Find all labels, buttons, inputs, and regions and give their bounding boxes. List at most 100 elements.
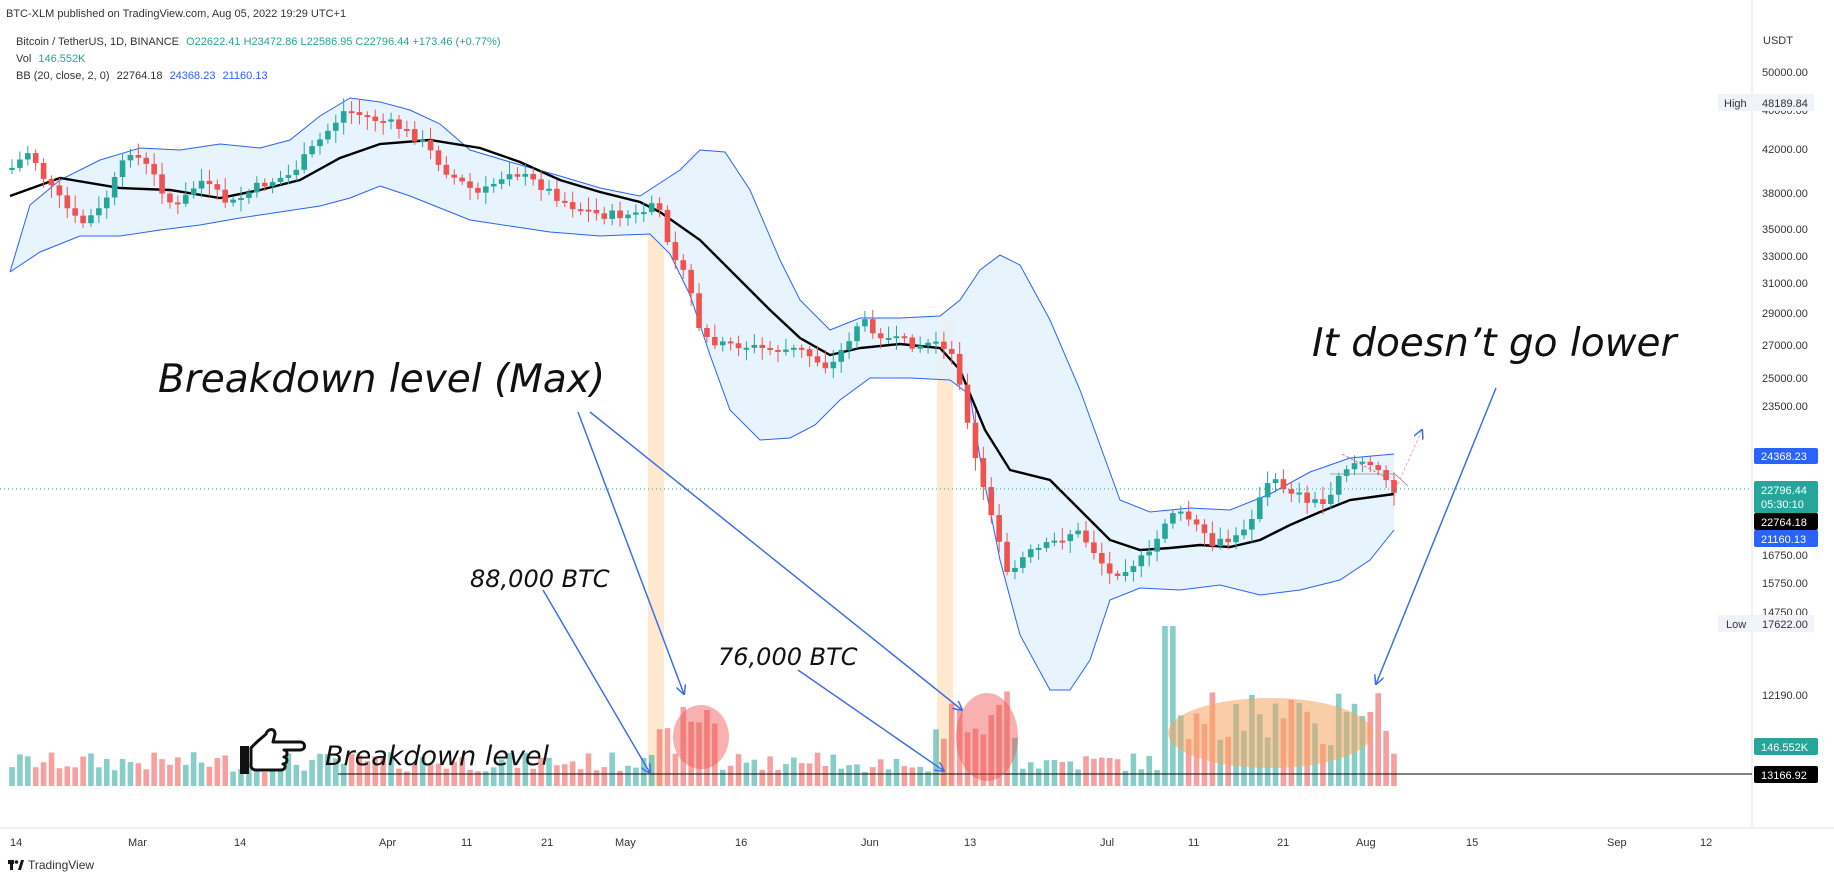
- volume-bar: [727, 765, 734, 786]
- candle-body: [451, 174, 458, 178]
- annotation-breakdown-max[interactable]: Breakdown level (Max): [158, 357, 605, 402]
- candle-body: [546, 188, 552, 191]
- badge-bb-lower: 21160.13: [1754, 530, 1818, 547]
- candle-body: [1154, 538, 1160, 552]
- candle-body: [759, 344, 766, 349]
- tradingview-footer[interactable]: TradingView: [8, 858, 94, 872]
- candle-body: [317, 139, 323, 147]
- volume-bar: [111, 770, 118, 786]
- volume-bar: [1162, 626, 1168, 786]
- candle-body: [1217, 538, 1224, 547]
- volume-bar: [443, 768, 450, 786]
- volume-bar: [1091, 758, 1097, 786]
- candle-body: [388, 119, 394, 122]
- legend-close: C22796.44: [355, 36, 410, 48]
- volume-ellipse-july: [1168, 698, 1372, 768]
- volume-bar: [609, 752, 615, 786]
- volume-bar: [198, 762, 205, 786]
- candle-body: [1027, 549, 1034, 558]
- volume-bar: [601, 767, 608, 786]
- volume-bar: [854, 764, 860, 786]
- candle-body: [1177, 511, 1184, 514]
- volume-circle-may: [673, 705, 729, 769]
- candle-body: [806, 349, 813, 357]
- annotation-88k-btc[interactable]: 88,000 BTC: [470, 565, 610, 593]
- volume-bar: [301, 770, 307, 786]
- volume-bar: [625, 765, 631, 786]
- volume-bar: [222, 755, 229, 786]
- legend-bb-label[interactable]: BB (20, close, 2, 0): [16, 70, 110, 82]
- candle-body: [846, 341, 852, 350]
- volume-bar: [48, 752, 55, 786]
- volume-bar: [1035, 768, 1042, 786]
- candle-body: [664, 209, 671, 243]
- candle-body: [277, 177, 284, 183]
- volume-bar: [411, 764, 418, 786]
- volume-bar: [348, 753, 355, 786]
- legend-symbol[interactable]: Bitcoin / TetherUS, 1D, BINANCE: [16, 36, 180, 48]
- volume-bar: [483, 771, 489, 786]
- arrow-doesnt-go-lower: [1376, 387, 1497, 684]
- candle-body: [948, 348, 955, 354]
- candle-body: [1146, 551, 1152, 556]
- volume-bar: [664, 728, 671, 786]
- volume-bar: [633, 767, 639, 786]
- legend-vol-label[interactable]: Vol: [16, 53, 32, 65]
- volume-bar: [1114, 759, 1121, 786]
- candle-body: [1075, 530, 1081, 535]
- price-tick-label: 15750.00: [1762, 578, 1808, 590]
- candle-body: [435, 150, 442, 165]
- price-tick-label: 50000.00: [1762, 67, 1808, 79]
- highlight-column-june: [937, 322, 953, 786]
- candle-body: [625, 214, 631, 219]
- volume-bar: [988, 715, 995, 786]
- volume-bar: [869, 767, 876, 786]
- legend-symbol-row: Bitcoin / TetherUS, 1D, BINANCE O22622.4…: [16, 34, 501, 51]
- candle-body: [814, 356, 821, 363]
- volume-bar: [696, 722, 702, 786]
- candle-body: [301, 154, 307, 170]
- candle-body: [1304, 492, 1310, 503]
- arrow-max-to-may: [577, 411, 684, 694]
- time-tick-label: 14: [234, 837, 246, 849]
- candle-body: [103, 197, 110, 209]
- candle-body: [475, 187, 481, 193]
- candle-body: [704, 328, 710, 337]
- annotation-doesnt-go-lower[interactable]: It doesn’t go lower: [1312, 321, 1680, 366]
- candle-body: [230, 199, 236, 203]
- volume-bar: [246, 762, 252, 786]
- volume-bar: [846, 765, 852, 786]
- legend-bb-row: BB (20, close, 2, 0) 22764.18 24368.23 2…: [16, 68, 501, 85]
- volume-bar: [214, 758, 221, 786]
- annotation-76k-btc[interactable]: 76,000 BTC: [718, 643, 858, 671]
- candle-body: [1099, 552, 1105, 564]
- badge-bb-basis: 22764.18: [1754, 513, 1818, 530]
- volume-bar: [1043, 760, 1050, 786]
- candle-body: [261, 182, 268, 187]
- volume-bar: [751, 759, 758, 786]
- candle-body: [214, 184, 221, 190]
- candle-body: [238, 198, 244, 201]
- candle-body: [1043, 542, 1050, 548]
- volume-bar: [562, 764, 568, 786]
- candle-body: [1351, 463, 1358, 470]
- candle-body: [1020, 557, 1026, 568]
- volume-bar: [522, 752, 529, 786]
- volume-bar: [404, 771, 410, 786]
- time-tick-label: 21: [541, 837, 553, 849]
- volume-bar: [135, 763, 142, 786]
- badge-bb-basis-text: 22764.18: [1761, 517, 1807, 529]
- volume-bar: [514, 767, 521, 786]
- high-value: 48189.84: [1762, 98, 1808, 110]
- annotation-breakdown-level[interactable]: Breakdown level: [325, 741, 550, 772]
- candle-body: [775, 349, 781, 352]
- candle-body: [727, 341, 734, 344]
- candle-body: [522, 173, 529, 177]
- candle-body: [1312, 499, 1318, 503]
- candle-body: [32, 153, 39, 163]
- legend-bb-upper: 24368.23: [169, 70, 216, 82]
- volume-bar: [798, 763, 805, 786]
- volume-bar: [648, 755, 655, 786]
- volume-bar: [17, 754, 23, 786]
